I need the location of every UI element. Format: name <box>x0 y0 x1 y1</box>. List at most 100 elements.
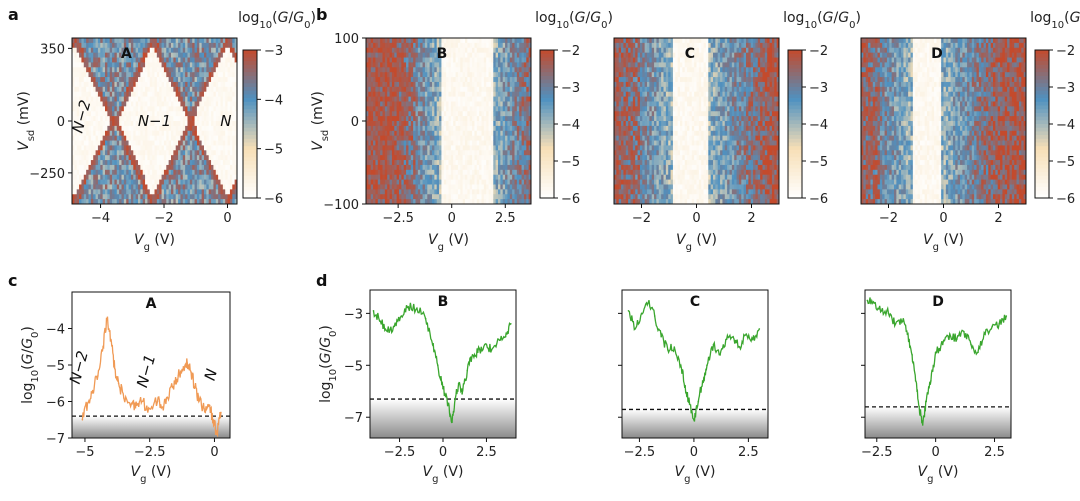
heatmap-cell <box>218 86 221 93</box>
heatmap-cell <box>616 199 620 205</box>
heatmap-cell <box>528 169 532 176</box>
heatmap-cell <box>455 194 459 200</box>
heatmap-cell <box>114 47 118 54</box>
heatmap-cell <box>396 179 400 185</box>
heatmap-cell <box>192 125 195 132</box>
heatmap-cell <box>410 106 414 112</box>
heatmap-cell <box>175 57 179 63</box>
heatmap-cell <box>526 42 530 49</box>
heatmap-cell <box>130 174 134 180</box>
heatmap-cell <box>121 194 125 200</box>
heatmap-cell <box>81 164 85 171</box>
heatmap-cell <box>420 38 423 44</box>
heatmap-cell <box>521 121 525 127</box>
heatmap-cell <box>493 150 497 156</box>
heatmap-cell <box>109 52 113 58</box>
heatmap-cell <box>394 199 398 205</box>
heatmap-cell <box>116 140 120 146</box>
heatmap-cell <box>76 47 80 54</box>
heatmap-cell <box>196 121 200 127</box>
heatmap-cell <box>114 199 118 205</box>
heatmap-cell <box>469 62 473 68</box>
heatmap-cell <box>109 38 113 44</box>
heatmap-cell <box>229 150 233 156</box>
heatmap-cell <box>455 116 459 122</box>
heatmap-cell <box>450 150 454 156</box>
heatmap-cell <box>406 77 409 83</box>
heatmap-cell <box>130 101 134 107</box>
heatmap-cell <box>514 174 518 180</box>
heatmap-cell <box>455 86 459 93</box>
heatmap-cell <box>427 140 431 146</box>
heatmap-cell <box>178 67 181 73</box>
heatmap-cell <box>516 116 520 122</box>
heatmap-cell <box>102 111 106 117</box>
heatmap-cell <box>222 130 226 137</box>
heatmap-cell <box>406 169 409 176</box>
heatmap-cell <box>156 52 160 58</box>
heatmap-cell <box>495 38 499 44</box>
heatmap-cell <box>178 184 181 190</box>
heatmap-cell <box>86 47 89 54</box>
heatmap-cell <box>142 184 146 190</box>
heatmap-cell <box>483 62 487 68</box>
heatmap-cell <box>457 179 461 185</box>
heatmap-cell <box>394 106 398 112</box>
heatmap-cell <box>450 67 454 73</box>
heatmap-cell <box>215 194 219 200</box>
heatmap-cell <box>90 155 94 161</box>
heatmap-cell <box>145 111 148 117</box>
heatmap-cell <box>403 179 407 185</box>
heatmap-cell <box>479 72 482 78</box>
heatmap-cell <box>119 38 122 44</box>
heatmap-cell <box>446 101 449 107</box>
heatmap-cell <box>119 184 122 190</box>
heatmap-cell <box>406 150 409 156</box>
heatmap-cell <box>618 135 622 141</box>
heatmap-cell <box>505 125 508 132</box>
heatmap-cell <box>168 189 172 195</box>
heatmap-cell <box>74 135 78 141</box>
heatmap-cell <box>394 155 398 161</box>
heatmap-cell <box>126 184 129 190</box>
heatmap-cell <box>408 81 412 88</box>
heatmap-cell <box>434 62 438 68</box>
heatmap-cell <box>128 67 132 73</box>
heatmap-cell <box>512 86 515 93</box>
heatmap-cell <box>112 189 115 195</box>
heatmap-cell <box>201 145 205 151</box>
heatmap-cell <box>375 42 379 49</box>
heatmap-cell <box>123 81 127 88</box>
heatmap-cell <box>86 199 89 205</box>
heatmap-cell <box>432 194 435 200</box>
heatmap-cell <box>507 62 511 68</box>
heatmap-cell <box>436 81 440 88</box>
heatmap-cell <box>382 160 386 166</box>
heatmap-cell <box>194 121 198 127</box>
heatmap-cell <box>149 38 153 44</box>
heatmap-cell <box>460 160 464 166</box>
heatmap-cell <box>145 47 148 54</box>
heatmap-cell <box>79 130 82 137</box>
heatmap-cell <box>156 184 160 190</box>
heatmap-cell <box>222 194 226 200</box>
heatmap-cell <box>616 62 620 68</box>
heatmap-cell <box>415 62 419 68</box>
heatmap-cell <box>500 42 504 49</box>
heatmap-cell <box>163 91 167 97</box>
heatmap-cell <box>387 77 390 83</box>
heatmap-cell <box>95 135 99 141</box>
heatmap-cell <box>142 111 146 117</box>
heatmap-cell <box>88 199 92 205</box>
heatmap-cell <box>185 106 188 112</box>
heatmap-cell <box>389 155 393 161</box>
heatmap-cell <box>521 140 525 146</box>
heatmap-cell <box>509 179 513 185</box>
heatmap-cell <box>182 42 186 49</box>
heatmap-cell <box>432 160 435 166</box>
heatmap-cell <box>399 57 402 63</box>
heatmap-cell <box>375 164 379 171</box>
heatmap-cell <box>370 77 374 83</box>
heatmap-cell <box>441 174 445 180</box>
heatmap-cell <box>380 91 383 97</box>
